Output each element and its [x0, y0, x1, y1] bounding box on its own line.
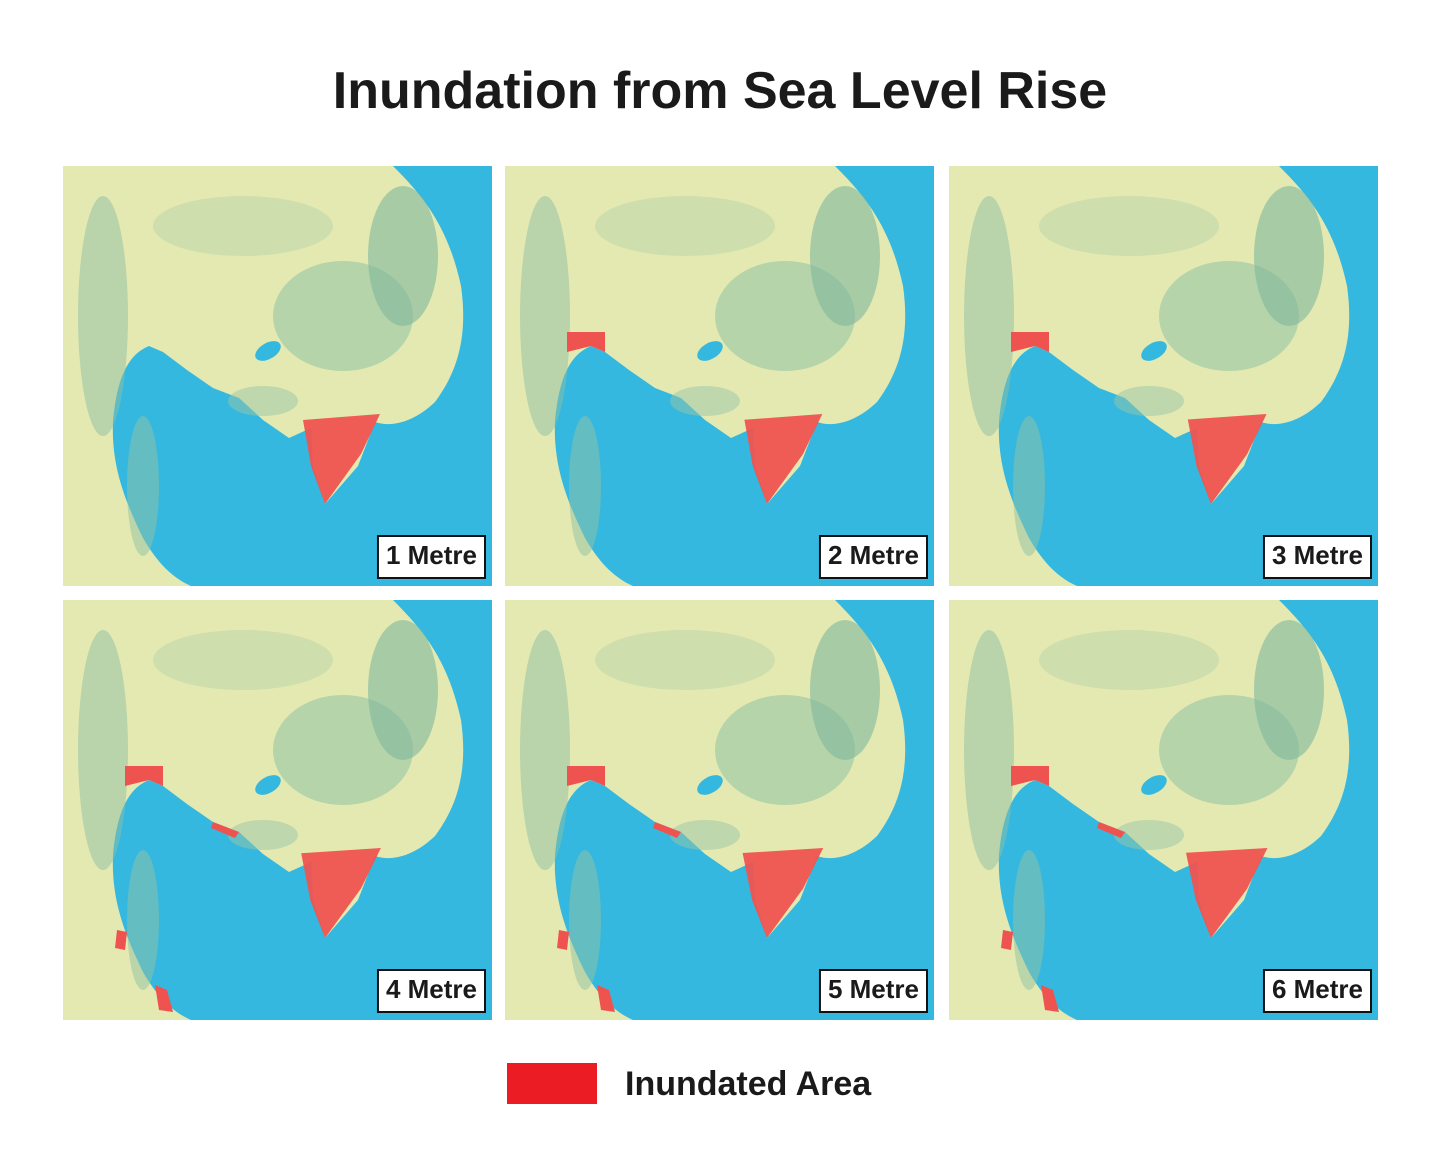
map-panel: 2 Metre [505, 166, 934, 586]
panel-label: 5 Metre [818, 969, 928, 1013]
map-panel: 5 Metre [505, 600, 934, 1020]
map [63, 600, 492, 1020]
terrain [505, 166, 934, 586]
panel-label: 2 Metre [818, 535, 928, 579]
inundated-gulf-head [1011, 332, 1049, 352]
inundated-coast [557, 930, 569, 950]
panel-label-text: 3 Metre [1272, 540, 1363, 570]
inundated-coast [155, 985, 173, 1012]
panel-label-box [1262, 535, 1372, 579]
panel-label-box [1262, 969, 1372, 1013]
terrain [949, 166, 1378, 586]
panel-label-box [818, 535, 928, 579]
inundated-coast [1041, 985, 1059, 1012]
inundated-gulf-head [1011, 766, 1049, 786]
inundated-delta [1187, 414, 1267, 504]
panel-label: 6 Metre [1262, 969, 1372, 1013]
inundated-delta [301, 848, 381, 938]
map [505, 166, 934, 586]
title: Inundation from Sea Level Rise [333, 62, 1107, 120]
map [63, 166, 492, 586]
inundated-coast [597, 985, 615, 1012]
inundated-delta [744, 414, 823, 504]
panel-label: 3 Metre [1262, 535, 1372, 579]
panel-label-text: 4 Metre [386, 974, 477, 1004]
panel-label-text: 6 Metre [1272, 974, 1363, 1004]
inundated-coast [115, 930, 127, 950]
inundated-delta [742, 848, 824, 938]
terrain [505, 600, 934, 1020]
panel-label-box [376, 535, 486, 579]
map [505, 600, 934, 1020]
map [949, 166, 1378, 586]
inundated-delta [1186, 848, 1268, 938]
panel-label-box [818, 969, 928, 1013]
inundated-coast [1001, 930, 1013, 950]
inundated-gulf-head [567, 766, 605, 786]
inundated-delta [303, 414, 380, 504]
map-grid: 1 Metre 2 Metre 3 Metre 4 Metre 5 Metre 6 Met… [63, 166, 1378, 1020]
map-panel: 1 Metre [63, 166, 492, 586]
inundated-gulf-head [125, 766, 163, 786]
panel-label-box [376, 969, 486, 1013]
map [949, 600, 1378, 1020]
inundated-coast [653, 822, 681, 838]
terrain [949, 600, 1378, 1020]
legend-swatch [507, 1063, 597, 1104]
inundated-coast [1097, 822, 1125, 838]
panel-label-text: 2 Metre [828, 540, 919, 570]
terrain [63, 600, 492, 1020]
legend-label: Inundated Area [625, 1065, 872, 1103]
panel-label-text: 1 Metre [386, 540, 477, 570]
inundated-gulf-head [567, 332, 605, 352]
map-panel: 3 Metre [949, 166, 1378, 586]
inundated-coast [211, 822, 239, 838]
map-panel: 4 Metre [63, 600, 492, 1020]
panel-label-text: 5 Metre [828, 974, 919, 1004]
panel-label: 4 Metre [376, 969, 486, 1013]
terrain [63, 166, 492, 586]
panel-label: 1 Metre [376, 535, 486, 579]
map-panel: 6 Metre [949, 600, 1378, 1020]
